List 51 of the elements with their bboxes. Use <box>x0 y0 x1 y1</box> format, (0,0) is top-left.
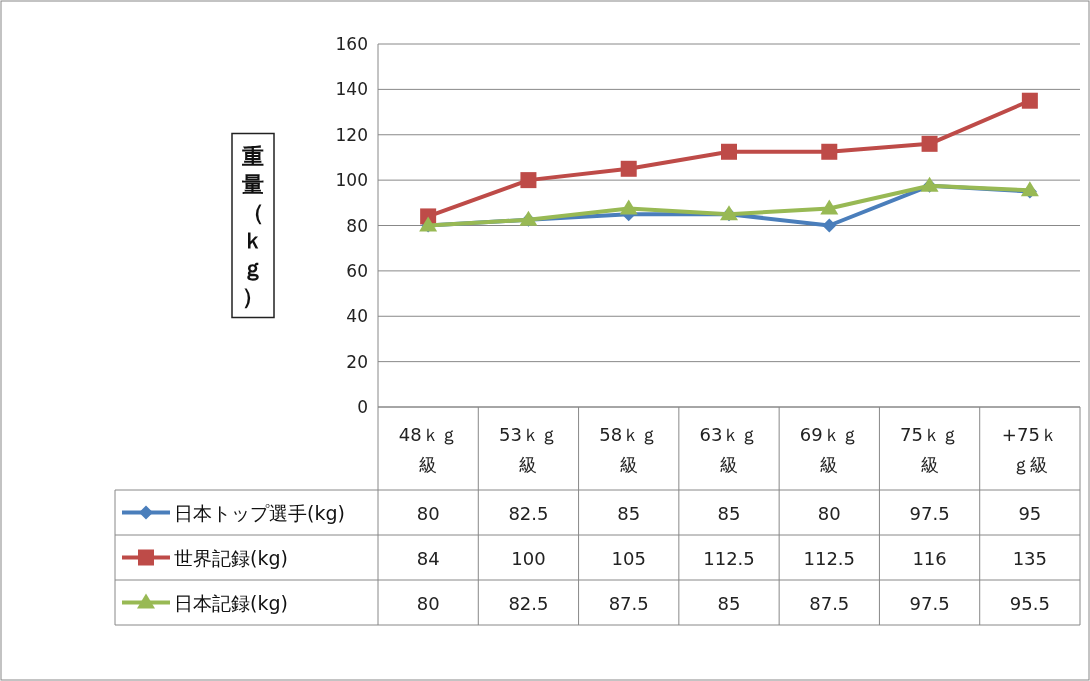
x-tick-label: 63ｋｇ級 <box>699 424 759 475</box>
point <box>620 160 637 177</box>
point <box>520 172 537 189</box>
y-tick-label: 60 <box>346 260 368 281</box>
data-label: 80 <box>416 502 440 524</box>
y-tick-label: 120 <box>335 124 368 145</box>
y-tick-label: 160 <box>335 34 368 54</box>
data-label: 95 <box>1018 502 1042 524</box>
data-label: 105 <box>611 547 646 569</box>
y-axis-title: 重量（ｋｇ） <box>241 143 264 309</box>
point <box>921 135 938 152</box>
x-tick-label: 69ｋｇ級 <box>799 424 859 475</box>
data-label: 100 <box>511 547 546 569</box>
point <box>820 199 839 215</box>
data-label: 85 <box>717 592 741 614</box>
data-label: 87.5 <box>608 592 649 614</box>
data-label: 112.5 <box>703 547 755 569</box>
data-label: 112.5 <box>803 547 856 569</box>
data-label: 82.5 <box>508 592 549 614</box>
data-label: 95.5 <box>1009 592 1050 614</box>
point <box>1021 92 1038 109</box>
x-tick-label: +75ｋｇ級 <box>1001 424 1058 475</box>
legend-label: 日本トップ選手(kg) <box>174 501 345 524</box>
x-tick-label: 53ｋｇ級 <box>498 424 558 475</box>
data-label: 84 <box>416 547 440 569</box>
y-tick-label: 20 <box>346 351 368 372</box>
point <box>619 199 638 215</box>
x-tick-label: 75ｋｇ級 <box>900 424 960 475</box>
point <box>822 218 837 233</box>
x-tick-label: 58ｋｇ級 <box>599 424 659 475</box>
x-tick-label: 48ｋｇ級 <box>398 424 458 475</box>
legend-label: 世界記録(kg) <box>174 546 288 569</box>
data-label: 135 <box>1012 547 1048 569</box>
point <box>821 143 838 160</box>
data-label: 85 <box>617 502 641 524</box>
y-tick-label: 40 <box>346 306 368 327</box>
data-label: 82.5 <box>508 502 549 524</box>
y-tick-label: 0 <box>357 397 368 417</box>
point <box>721 143 737 160</box>
y-tick-label: 100 <box>335 170 368 191</box>
data-label: 80 <box>416 592 440 614</box>
data-label: 85 <box>717 502 741 524</box>
data-label: 80 <box>817 502 841 524</box>
y-tick-label: 140 <box>335 79 368 100</box>
legend-label: 日本記録(kg) <box>174 591 288 614</box>
data-label: 97.5 <box>909 592 950 614</box>
ylabel: 重量（ｋｇ） <box>231 132 275 319</box>
data-label: 97.5 <box>909 502 950 524</box>
y-tick-label: 80 <box>346 215 368 236</box>
data-label: 116 <box>912 547 947 569</box>
data-label: 87.5 <box>809 592 850 614</box>
